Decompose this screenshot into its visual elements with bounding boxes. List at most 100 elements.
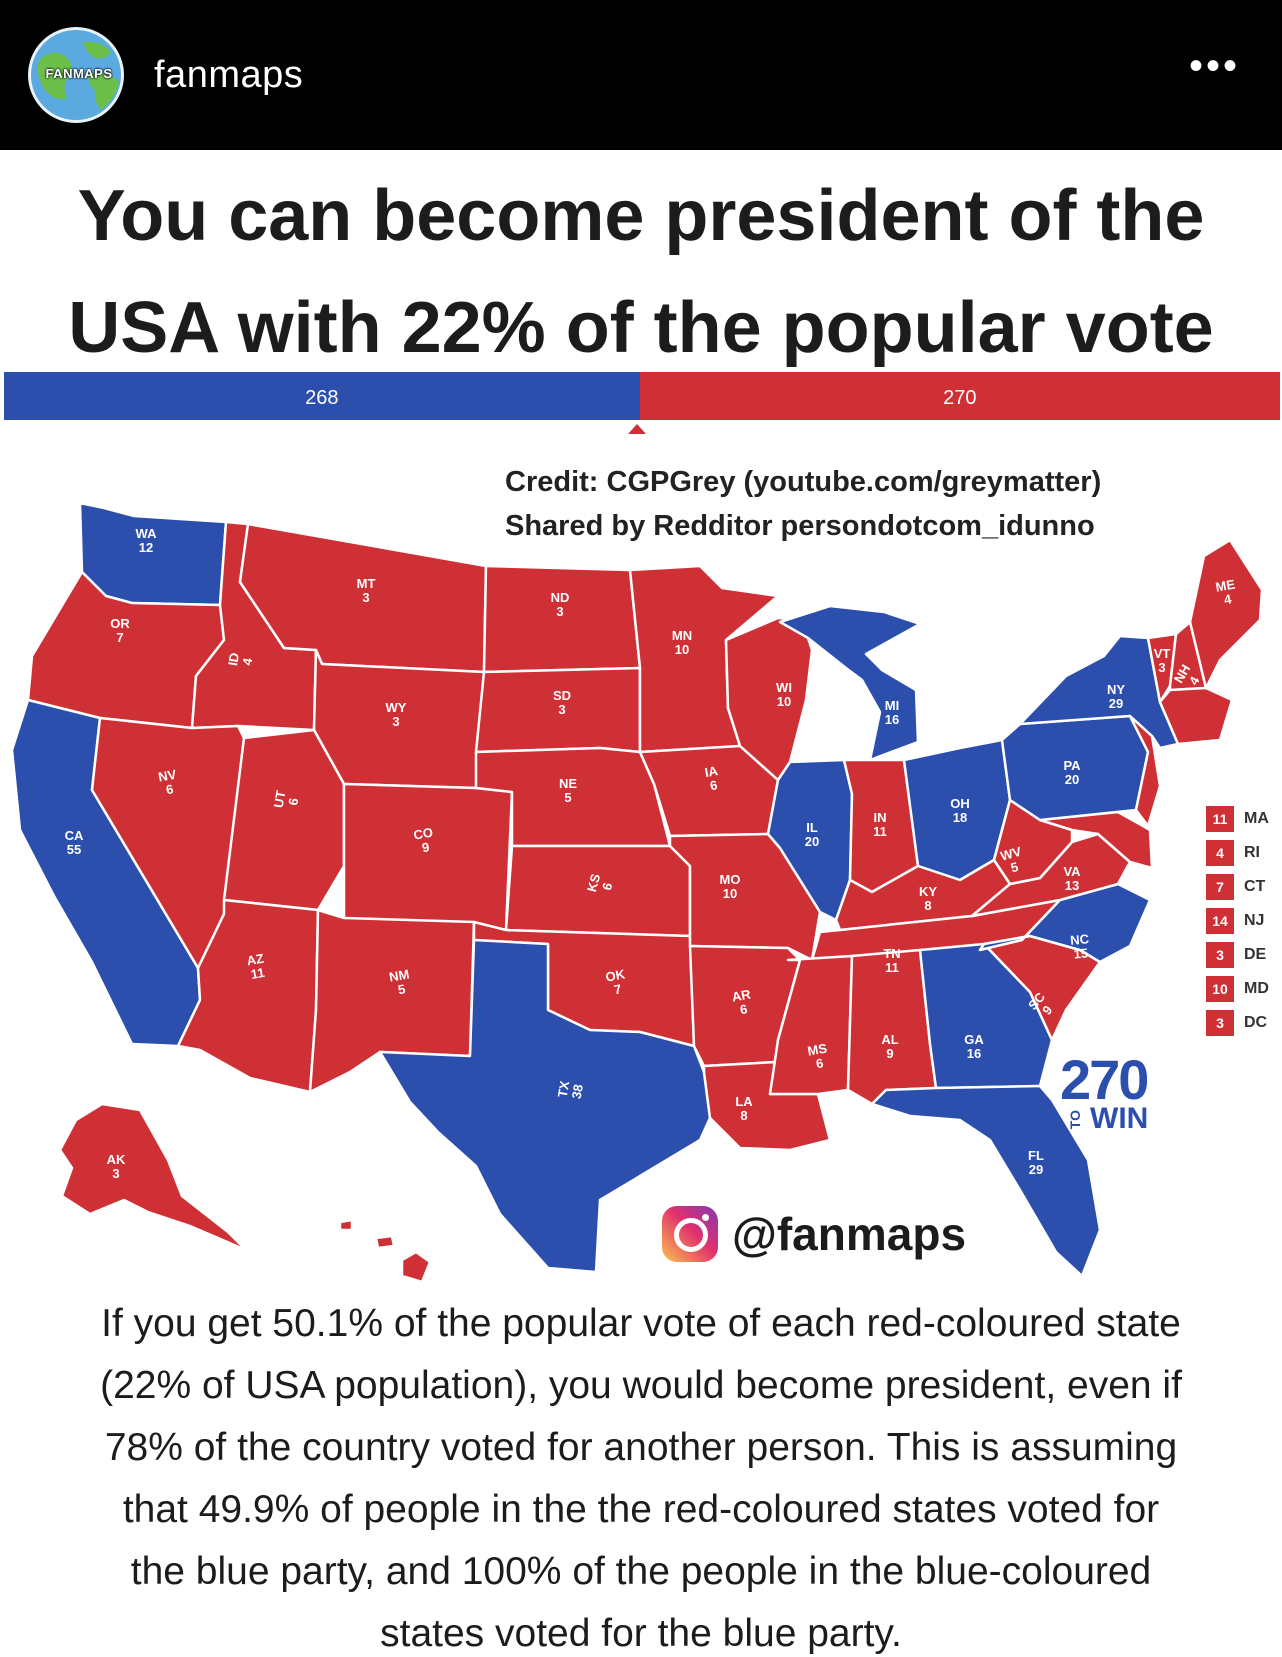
state-label-az: AZ11 — [245, 951, 267, 983]
caption-line-5: the blue party, and 100% of the people i… — [130, 1550, 1152, 1593]
state-label-ia: IA6 — [704, 763, 722, 794]
legend-votes: 10 — [1206, 976, 1234, 1002]
state-label-va: VA 13 — [1063, 864, 1081, 893]
blue-tally-label: 268 — [305, 387, 339, 409]
state-label-ak: AK 3 — [107, 1152, 126, 1181]
state-label-ne: NE 5 — [559, 776, 577, 805]
state-UT — [222, 728, 346, 912]
headline: You can become president of the USA with… — [0, 160, 1282, 384]
270towin-logo: 270 TO WIN — [1060, 1048, 1149, 1134]
state-label-nm: NM5 — [388, 966, 413, 998]
state-label-il: IL 20 — [805, 820, 819, 849]
state-TX — [378, 938, 712, 1274]
legend-votes: 7 — [1206, 874, 1234, 900]
state-MI — [778, 604, 922, 762]
legend-votes: 4 — [1206, 840, 1234, 866]
caption-line-2: (22% of USA population), you would becom… — [100, 1364, 1182, 1407]
logo-to: TO — [1067, 1110, 1083, 1130]
state-CO — [342, 782, 514, 932]
state-label-ok: OK7 — [604, 966, 629, 998]
state-label-wv: WV5 — [999, 844, 1027, 878]
legend-item-ri: 4 RI — [1206, 836, 1276, 870]
post-header: FANMAPS fanmaps ••• — [0, 0, 1282, 150]
legend-item-ma: 11 MA — [1206, 802, 1276, 836]
instagram-handle: @fanmaps — [732, 1208, 967, 1260]
state-label-sd: SD 3 — [553, 688, 571, 717]
state-label-nv: NV6 — [157, 767, 180, 799]
legend-votes: 3 — [1206, 1010, 1234, 1036]
credit-line-2: Shared by Redditor persondotcom_idunno — [505, 510, 1095, 542]
state-label-or: OR 7 — [110, 616, 130, 645]
state-label-mt: MT 3 — [357, 576, 376, 605]
state-label-ut: UT6 — [271, 789, 303, 811]
state-label-mi: MI 16 — [885, 698, 899, 727]
legend-abbr: NJ — [1244, 912, 1265, 929]
caption-line-1: If you get 50.1% of the popular vote of … — [101, 1302, 1181, 1345]
state-label-wi: WI 10 — [776, 680, 792, 709]
state-label-ks: KS6 — [584, 872, 617, 897]
state-label-mn: MN 10 — [672, 628, 692, 657]
state-label-nc: NC15 — [1070, 931, 1092, 962]
state-label-ca: CA 55 — [65, 828, 84, 857]
state-MD-DE — [1038, 810, 1154, 870]
state-MA-CT-RI — [1158, 686, 1234, 746]
blue-tally: 268 — [4, 372, 640, 420]
avatar-label: FANMAPS — [45, 66, 113, 81]
state-AK — [58, 1102, 248, 1252]
more-options-icon[interactable]: ••• — [1188, 44, 1240, 88]
legend-item-md: 10 MD — [1206, 972, 1276, 1006]
state-label-tn: TN 11 — [883, 946, 900, 975]
state-label-pa: PA 20 — [1063, 758, 1081, 787]
state-label-ny: NY 29 — [1107, 682, 1125, 711]
state-label-hi: HI 4 — [372, 1244, 385, 1273]
legend-abbr: MD — [1244, 980, 1269, 997]
credit-line-1: Credit: CGPGrey (youtube.com/greymatter) — [505, 466, 1102, 498]
state-labels: WA 12 OR 7 CA 55 ID4 NV6 MT 3 WY 3 UT6 AZ11 CO9 NM5 ND 3 S… — [65, 526, 1239, 1273]
legend-item-ct: 7 CT — [1206, 870, 1276, 904]
logo-number: 270 — [1060, 1048, 1149, 1111]
legend-votes: 11 — [1206, 806, 1234, 832]
red-tally: 270 — [639, 372, 1280, 420]
legend-item-dc: 3 DC — [1206, 1006, 1276, 1040]
small-states-legend: 11 MA 4 RI 7 CT 14 NJ 3 DE 10 MD 3 DC — [1206, 802, 1276, 1040]
state-NC — [978, 882, 1152, 964]
headline-line-1: You can become president of the — [77, 176, 1205, 256]
legend-abbr: CT — [1244, 878, 1266, 895]
state-label-in: IN 11 — [873, 810, 887, 839]
account-name[interactable]: fanmaps — [154, 53, 304, 96]
legend-abbr: DE — [1244, 946, 1267, 963]
credit: Credit: CGPGrey (youtube.com/greymatter)… — [505, 460, 1101, 548]
instagram-watermark: @fanmaps — [662, 1206, 966, 1262]
state-label-nd: ND 3 — [551, 590, 570, 619]
legend-abbr: MA — [1244, 810, 1269, 827]
caption-line-3: 78% of the country voted for another per… — [104, 1426, 1178, 1469]
state-ND — [482, 564, 642, 674]
state-label-al: AL 9 — [881, 1032, 898, 1061]
state-label-wa: WA 12 — [136, 526, 158, 555]
state-label-vt: VT 3 — [1154, 646, 1171, 675]
state-label-la: LA 8 — [735, 1094, 753, 1123]
legend-abbr: RI — [1244, 844, 1260, 861]
fanmaps-avatar[interactable]: FANMAPS — [28, 27, 124, 123]
red-tally-label: 270 — [943, 387, 977, 409]
state-label-ga: GA 16 — [964, 1032, 984, 1061]
state-label-co: CO9 — [412, 824, 436, 856]
caption-line-4: that 49.9% of people in the the red-colo… — [122, 1488, 1160, 1531]
legend-abbr: DC — [1244, 1014, 1268, 1031]
state-label-id: ID4 — [225, 652, 256, 670]
state-label-ky: KY 8 — [919, 884, 937, 913]
legend-item-nj: 14 NJ — [1206, 904, 1276, 938]
state-ME — [1188, 538, 1264, 690]
state-label-ms: MS6 — [806, 1040, 831, 1072]
state-label-wy: WY 3 — [386, 700, 407, 729]
state-label-me: ME4 — [1214, 576, 1239, 608]
legend-votes: 14 — [1206, 908, 1234, 934]
instagram-icon — [662, 1206, 718, 1262]
state-FL — [870, 1084, 1102, 1278]
logo-win: WIN — [1090, 1102, 1149, 1135]
logo-text: TO WIN — [1060, 1104, 1148, 1134]
state-label-tx: TX38 — [555, 1079, 587, 1101]
legend-votes: 3 — [1206, 942, 1234, 968]
caption-line-6: states voted for the blue party. — [380, 1612, 902, 1655]
state-label-mo: MO 10 — [720, 872, 741, 901]
